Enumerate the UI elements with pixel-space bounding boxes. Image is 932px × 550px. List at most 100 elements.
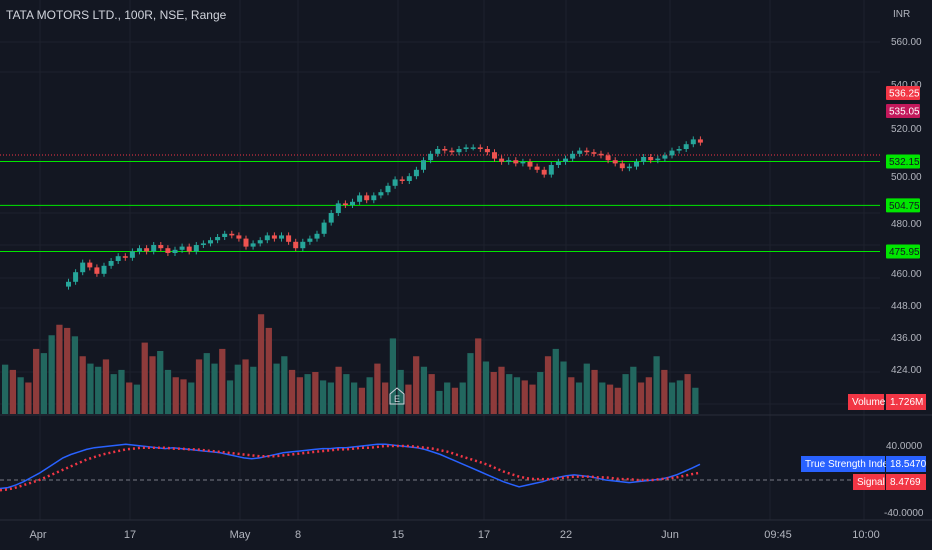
- volume-bar: [420, 366, 428, 414]
- volume-bar: [614, 387, 621, 414]
- volume-bar: [405, 384, 412, 414]
- candle: [669, 150, 675, 156]
- candle: [222, 233, 228, 237]
- volume-bar: [219, 348, 226, 414]
- candle: [94, 267, 100, 274]
- line-price-tag-bg: [886, 244, 920, 259]
- earnings-icon-glyph: E: [394, 394, 400, 404]
- volume-bar: [164, 369, 172, 414]
- candle: [605, 155, 611, 161]
- line-price-tag: 504.75: [886, 198, 920, 213]
- candle: [73, 272, 79, 282]
- candle: [87, 262, 93, 268]
- candle: [101, 265, 107, 274]
- price-tick-label: 480.00: [891, 219, 922, 230]
- candle: [129, 251, 135, 258]
- tsi-legend-name: True Strength Index: [805, 459, 893, 470]
- candle: [584, 150, 590, 153]
- candle: [243, 238, 249, 247]
- volume-bar: [133, 384, 141, 414]
- candle: [378, 192, 384, 196]
- candle: [463, 147, 469, 149]
- time-tick-label: 17: [478, 529, 490, 541]
- indicator-tick-label: 40.0000: [886, 441, 923, 452]
- price-tag: 536.25: [886, 86, 920, 100]
- time-tick-label: Apr: [29, 529, 46, 541]
- candle: [449, 150, 455, 153]
- candle: [570, 153, 576, 159]
- volume-bar: [661, 369, 668, 414]
- line-price-tag-text: 504.75: [889, 201, 920, 212]
- price-tick-label: 520.00: [891, 124, 922, 135]
- volume-bar: [296, 377, 303, 414]
- candle: [250, 243, 256, 247]
- candle: [534, 166, 540, 170]
- candle: [385, 185, 391, 193]
- volume-bar: [544, 356, 552, 414]
- volume-bar: [110, 374, 117, 414]
- candle: [279, 235, 284, 239]
- volume-bar: [126, 382, 133, 414]
- candle: [548, 165, 554, 175]
- candle: [186, 246, 192, 252]
- volume-bar: [257, 314, 265, 414]
- volume-bar: [234, 364, 241, 414]
- volume-bar: [64, 327, 71, 414]
- volume-bar: [637, 382, 645, 414]
- candle: [492, 152, 497, 159]
- candle: [577, 150, 583, 154]
- price-tick-label: 540.00: [891, 80, 922, 91]
- volume-bar: [645, 377, 652, 414]
- volume-bar: [552, 348, 559, 414]
- candle: [435, 149, 441, 154]
- chart-title: TATA MOTORS LTD., 100R, NSE, Range: [6, 8, 227, 22]
- volume-bar: [653, 356, 660, 414]
- volume-bar: [389, 338, 397, 414]
- price-tag-text: 536.25: [889, 89, 920, 100]
- volume-bar: [351, 382, 358, 414]
- volume-bar: [180, 379, 187, 414]
- candle: [215, 237, 221, 241]
- price-tick-label: 460.00: [891, 269, 922, 280]
- volume-legend-value-bg: [886, 394, 926, 410]
- volume-bar: [288, 369, 296, 414]
- volume-bar: [87, 363, 94, 414]
- volume-bar: [382, 382, 389, 414]
- line-price-tag: 532.15: [886, 154, 920, 169]
- volume-bar: [428, 374, 435, 414]
- volume-bar: [71, 336, 79, 414]
- horizontal-lines[interactable]: [0, 154, 880, 252]
- volume-bar: [343, 374, 350, 414]
- candle: [193, 245, 199, 252]
- volume-bar: [358, 387, 366, 414]
- candle: [342, 203, 348, 205]
- candle: [66, 281, 71, 287]
- candle: [470, 147, 476, 149]
- volume-legend-value: 1.726M: [890, 397, 923, 408]
- volume-bar: [684, 374, 691, 414]
- volume-bar: [48, 335, 55, 414]
- tsi-legend-value: 18.5470: [890, 459, 927, 470]
- line-price-tag-bg: [886, 198, 920, 213]
- volume-bar: [149, 356, 156, 414]
- volume-bar: [335, 366, 342, 414]
- time-tick-label: 10:00: [852, 529, 880, 541]
- volume-bar: [397, 369, 404, 414]
- volume-bar: [25, 382, 32, 414]
- candle: [413, 169, 419, 177]
- volume-bar: [374, 363, 381, 414]
- time-tick-label: 09:45: [764, 529, 792, 541]
- volume-bar: [459, 382, 466, 414]
- candle: [655, 158, 661, 161]
- volume-bar: [211, 363, 218, 414]
- axes: INR 560.00 540.00 520.00 500.00 480.00 460.00 4…: [29, 9, 923, 541]
- volume-bar: [413, 356, 420, 414]
- volume-bar: [2, 364, 9, 414]
- candle: [371, 195, 377, 201]
- volume-bar: [281, 356, 288, 414]
- candle: [634, 161, 639, 167]
- volume-bar: [599, 382, 606, 414]
- volume-bar: [630, 366, 637, 414]
